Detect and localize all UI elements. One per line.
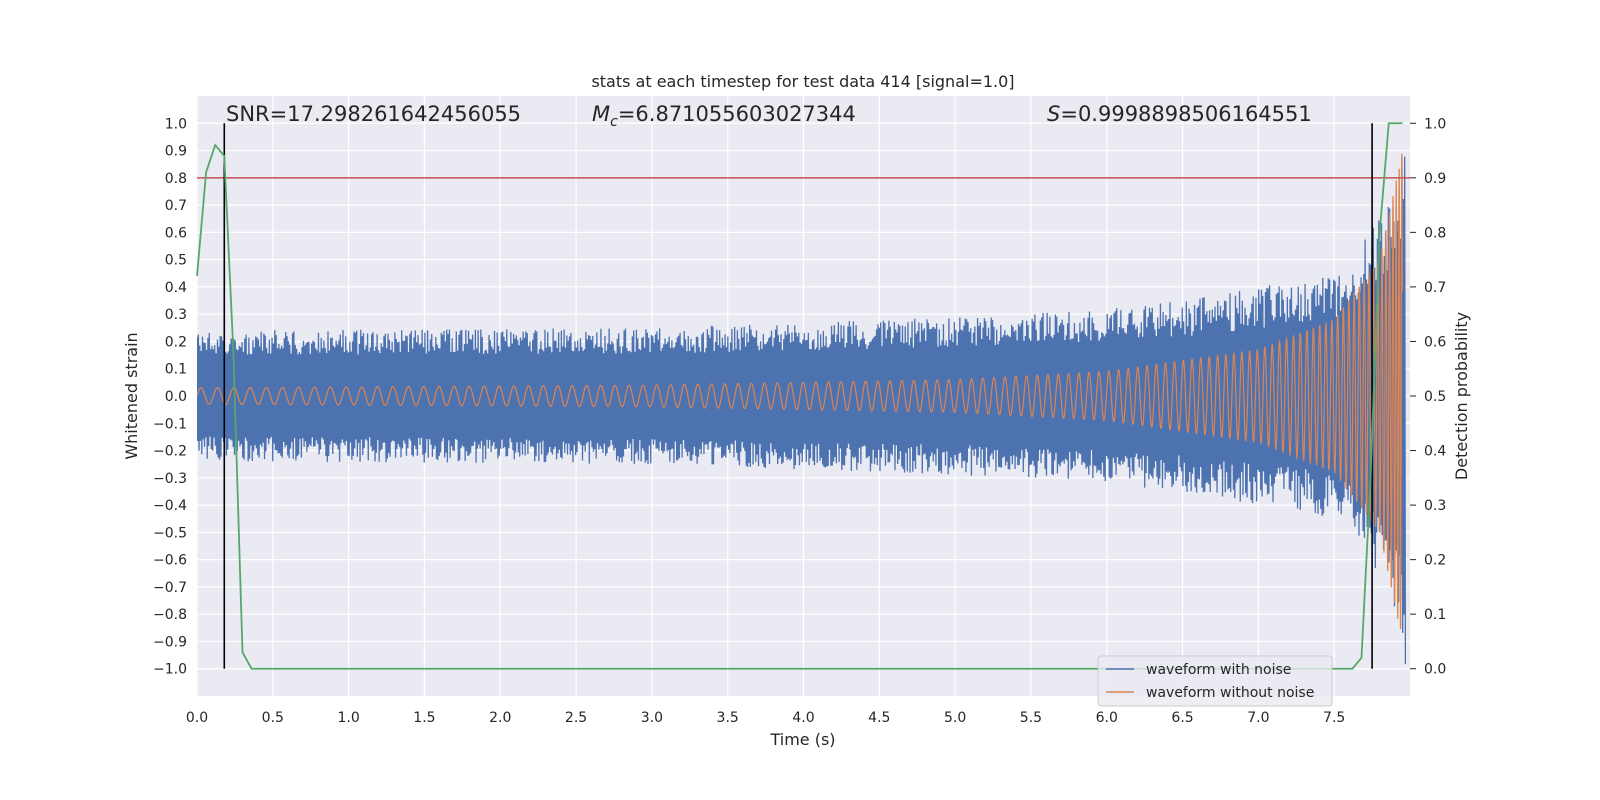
x-tick-label: 6.5 [1171,710,1193,726]
y-axis-label-right: Detection probability [1452,312,1471,480]
x-axis-label: Time (s) [769,730,835,749]
y-tick-label-left: −0.5 [153,525,187,541]
legend-label-noise: waveform with noise [1146,662,1291,678]
y-tick-label-left: 0.3 [165,307,187,323]
y-tick-label-left: 0.0 [165,389,187,405]
y-tick-label-left: 0.4 [165,280,187,296]
y-tick-label-left: 0.2 [165,334,187,350]
y-tick-label-left: −0.9 [153,634,187,650]
y-tick-label-left: −0.7 [153,580,187,596]
x-tick-label: 7.5 [1323,710,1345,726]
chart-title: stats at each timestep for test data 414… [591,72,1014,91]
legend-label-clean: waveform without noise [1146,685,1314,701]
y-axis-label-left: Whitened strain [122,332,141,459]
y-tick-label-left: 0.5 [165,253,187,269]
snr-annotation: SNR=17.298261642456055 [226,102,521,126]
y-tick-label-right: 0.2 [1424,553,1446,569]
x-tick-label: 3.5 [717,710,739,726]
y-tick-label-left: −0.8 [153,607,187,623]
y-tick-label-right: 0.5 [1424,389,1446,405]
x-ticks: 0.0 0.5 1.0 1.5 2.0 2.5 3.0 3.5 4.0 4.5 5.0 5.5 6.0 6… [186,710,1345,726]
y-tick-label-left: −1.0 [153,662,187,678]
y-tick-label-left: −0.1 [153,416,187,432]
x-tick-label: 4.0 [792,710,814,726]
y-tick-label-right: 0.1 [1424,607,1446,623]
series-waveform-without-noise [197,153,1403,630]
chirp-mass-value: =6.871055603027344 [618,102,856,126]
x-tick-label: 5.5 [1020,710,1042,726]
y-tick-label-left: 0.9 [165,144,187,160]
y-tick-label-right: 0.0 [1424,662,1446,678]
x-tick-label: 0.5 [262,710,284,726]
y-tick-label-right: 0.4 [1424,444,1446,460]
y-tick-label-right: 0.6 [1424,334,1446,350]
x-tick-label: 2.0 [489,710,511,726]
y-tick-label-left: 1.0 [165,116,187,132]
legend: waveform with noise waveform without noi… [1097,655,1333,707]
x-tick-label: 2.5 [565,710,587,726]
chirp-mass-annotation: Mc=6.871055603027344 [592,102,856,130]
x-tick-label: 3.0 [641,710,663,726]
y-tick-label-right: 0.7 [1424,280,1446,296]
y-tick-label-left: −0.6 [153,553,187,569]
y-ticks-left: 1.0 0.9 0.8 0.7 0.6 0.5 0.4 0.3 0.2 0.1 0.0 −0.1 −0.… [153,116,187,677]
y-tick-label-right: 1.0 [1424,116,1446,132]
x-tick-label: 1.5 [413,710,435,726]
y-tick-label-left: 0.1 [165,362,187,378]
series-detection-probability [196,122,1403,670]
y-tick-label-left: 0.7 [165,198,187,214]
x-tick-label: 6.0 [1096,710,1118,726]
waveforms [197,153,1407,665]
score-annotation: S=0.9998898506164551 [1047,102,1312,126]
y-tick-label-left: −0.3 [153,471,187,487]
overlay-lines [196,122,1410,670]
y-tick-label-right: 0.3 [1424,498,1446,514]
series-waveform-with-noise [197,156,1407,665]
x-tick-label: 0.0 [186,710,208,726]
score-value: =0.9998898506164551 [1060,102,1311,126]
chirp-mass-symbol: M [592,102,610,126]
y-tick-label-right: 0.8 [1424,225,1446,241]
y-tick-label-left: −0.2 [153,444,187,460]
x-tick-label: 4.5 [868,710,890,726]
score-symbol: S [1047,102,1060,126]
y-tick-label-left: −0.4 [153,498,187,514]
chirp-mass-subscript: c [610,114,618,130]
x-tick-label: 1.0 [337,710,359,726]
y-ticks-right: 1.0 0.9 0.8 0.7 0.6 0.5 0.4 0.3 0.2 0.1 0.0 [1410,116,1446,678]
y-tick-label-right: 0.9 [1424,171,1446,187]
x-tick-label: 7.0 [1247,710,1269,726]
y-tick-label-left: 0.6 [165,225,187,241]
y-tick-label-left: 0.8 [165,171,187,187]
legend-box [1097,655,1333,707]
x-tick-label: 5.0 [944,710,966,726]
